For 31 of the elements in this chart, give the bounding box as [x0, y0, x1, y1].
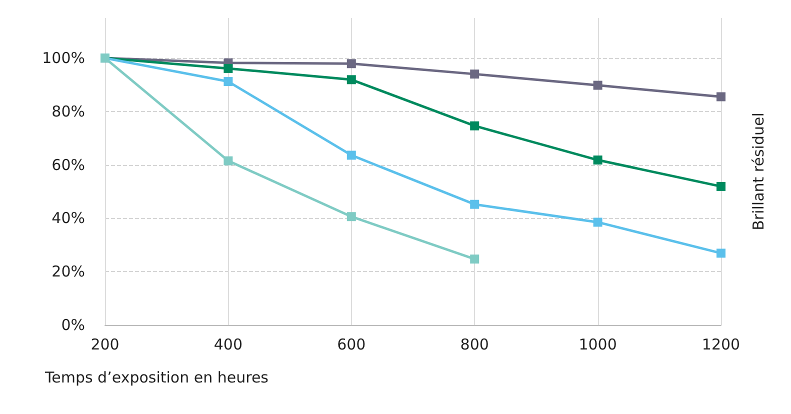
- point: [346, 59, 356, 68]
- x-tick-label: 200: [90, 336, 120, 354]
- point: [224, 156, 233, 166]
- point: [346, 75, 356, 84]
- point: [470, 121, 480, 130]
- point: [593, 80, 602, 90]
- point: [224, 77, 233, 86]
- point: [346, 212, 356, 222]
- x-tick-label: 1200: [702, 336, 740, 354]
- y-tick-label: 100%: [42, 49, 85, 68]
- point: [224, 64, 233, 73]
- point: [716, 248, 726, 258]
- y-tick-label: 60%: [52, 156, 85, 174]
- y-axis-title: Brillant résiduel: [750, 112, 768, 230]
- x-tick-label: 800: [460, 336, 489, 354]
- y-tick-label: 0%: [61, 316, 85, 334]
- y-tick-label: 80%: [52, 102, 85, 120]
- x-axis-title: Temps d’exposition en heures: [44, 368, 269, 386]
- y-tick-label: 40%: [52, 209, 85, 228]
- point: [470, 200, 480, 209]
- point: [593, 218, 602, 227]
- point: [593, 156, 602, 165]
- y-tick-label: 20%: [52, 262, 85, 281]
- point: [716, 92, 726, 102]
- x-tick-label: 1000: [578, 336, 617, 354]
- point: [470, 70, 480, 79]
- point: [470, 254, 480, 264]
- x-tick-label: 600: [337, 336, 366, 354]
- x-tick-label: 400: [214, 336, 243, 354]
- point: [716, 182, 726, 191]
- point: [346, 150, 356, 160]
